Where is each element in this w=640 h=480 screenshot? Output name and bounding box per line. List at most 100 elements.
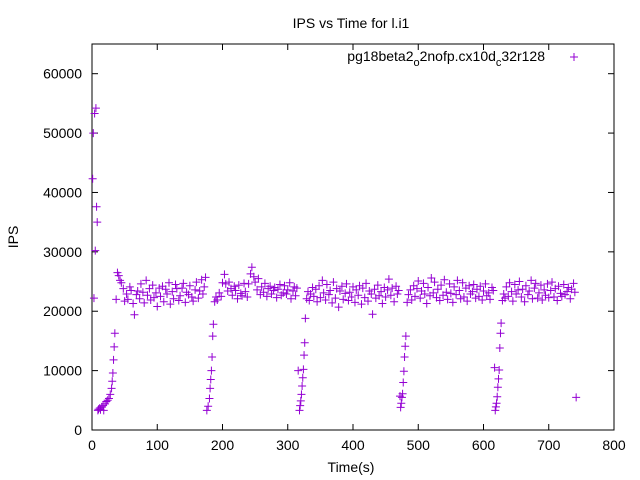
data-point: [156, 292, 165, 301]
data-point: [273, 285, 282, 294]
data-point: [215, 288, 224, 297]
data-point: [262, 292, 271, 301]
data-point: [91, 246, 100, 255]
data-point: [213, 295, 222, 304]
data-point: [479, 287, 488, 296]
data-point: [230, 282, 239, 291]
data-point: [495, 344, 504, 353]
data-point: [569, 279, 578, 288]
data-point: [238, 291, 247, 300]
data-point: [469, 280, 478, 289]
data-point: [476, 282, 485, 291]
data-point: [136, 279, 145, 288]
data-point: [525, 287, 534, 296]
data-point: [410, 292, 419, 301]
data-point: [398, 389, 407, 398]
data-point: [360, 293, 369, 302]
data-points: [88, 104, 581, 415]
data-point: [383, 285, 392, 294]
y-tick-label: 10000: [43, 363, 82, 379]
data-point: [533, 294, 542, 303]
data-point: [496, 329, 505, 338]
data-point: [429, 288, 438, 297]
data-point: [390, 297, 399, 306]
y-tick-label: 40000: [43, 184, 82, 200]
data-point: [201, 273, 210, 282]
data-point: [489, 286, 498, 295]
data-point: [108, 377, 117, 386]
data-point: [530, 284, 539, 293]
data-point: [174, 296, 183, 305]
data-point: [337, 282, 346, 291]
data-point: [114, 271, 123, 280]
data-point: [443, 295, 452, 304]
legend-marker-symbol: [570, 53, 578, 61]
data-point: [544, 293, 553, 302]
data-point: [326, 286, 335, 295]
data-point: [283, 285, 292, 294]
data-point: [422, 299, 431, 308]
data-point: [534, 288, 543, 297]
data-point: [456, 294, 465, 303]
data-point: [520, 297, 529, 306]
data-point: [191, 285, 200, 294]
data-point: [185, 281, 194, 290]
data-point: [342, 279, 351, 288]
data-point: [189, 297, 198, 306]
data-point: [495, 366, 504, 375]
data-point: [217, 292, 226, 301]
data-point: [308, 283, 317, 292]
plot-frame: [91, 43, 615, 431]
data-point: [206, 375, 215, 384]
data-point: [109, 355, 118, 364]
data-point: [358, 284, 367, 293]
legend: pg18beta2o2nofp.cx10dc32r128: [347, 48, 578, 69]
data-point: [370, 285, 379, 294]
data-point: [334, 303, 343, 312]
data-point: [523, 290, 532, 299]
data-point: [531, 279, 540, 288]
data-point: [208, 352, 217, 361]
data-point: [291, 291, 300, 300]
data-point: [133, 287, 142, 296]
data-point: [497, 319, 506, 328]
x-tick-label: 600: [472, 437, 496, 453]
data-point: [110, 342, 119, 351]
data-point: [378, 299, 387, 308]
x-axis: 0 100 200 300 400 500 600 700 800: [88, 44, 626, 453]
data-point: [143, 291, 152, 300]
data-point: [140, 298, 149, 307]
data-point: [570, 288, 579, 297]
data-point: [112, 295, 121, 304]
data-point: [420, 290, 429, 299]
data-point: [243, 292, 252, 301]
data-point: [566, 294, 575, 303]
data-point: [331, 294, 340, 303]
data-point: [91, 104, 100, 113]
data-point: [106, 390, 115, 399]
data-point: [321, 295, 330, 304]
data-point: [367, 290, 376, 299]
data-point: [163, 290, 172, 299]
data-point: [386, 291, 395, 300]
data-point: [540, 285, 549, 294]
data-point: [130, 310, 139, 319]
data-point: [89, 294, 98, 303]
data-point: [296, 396, 305, 405]
data-point: [251, 278, 260, 287]
data-point: [433, 285, 442, 294]
data-point: [178, 284, 187, 293]
data-point: [309, 292, 318, 301]
data-point: [142, 276, 151, 285]
data-point: [557, 292, 566, 301]
data-point: [564, 283, 573, 292]
data-point: [198, 290, 207, 299]
data-point: [435, 296, 444, 305]
data-point: [493, 383, 502, 392]
data-point: [401, 332, 410, 341]
data-point: [501, 294, 510, 303]
data-point: [510, 280, 519, 289]
data-point: [368, 310, 377, 319]
data-point: [396, 403, 405, 412]
data-point: [280, 281, 289, 290]
